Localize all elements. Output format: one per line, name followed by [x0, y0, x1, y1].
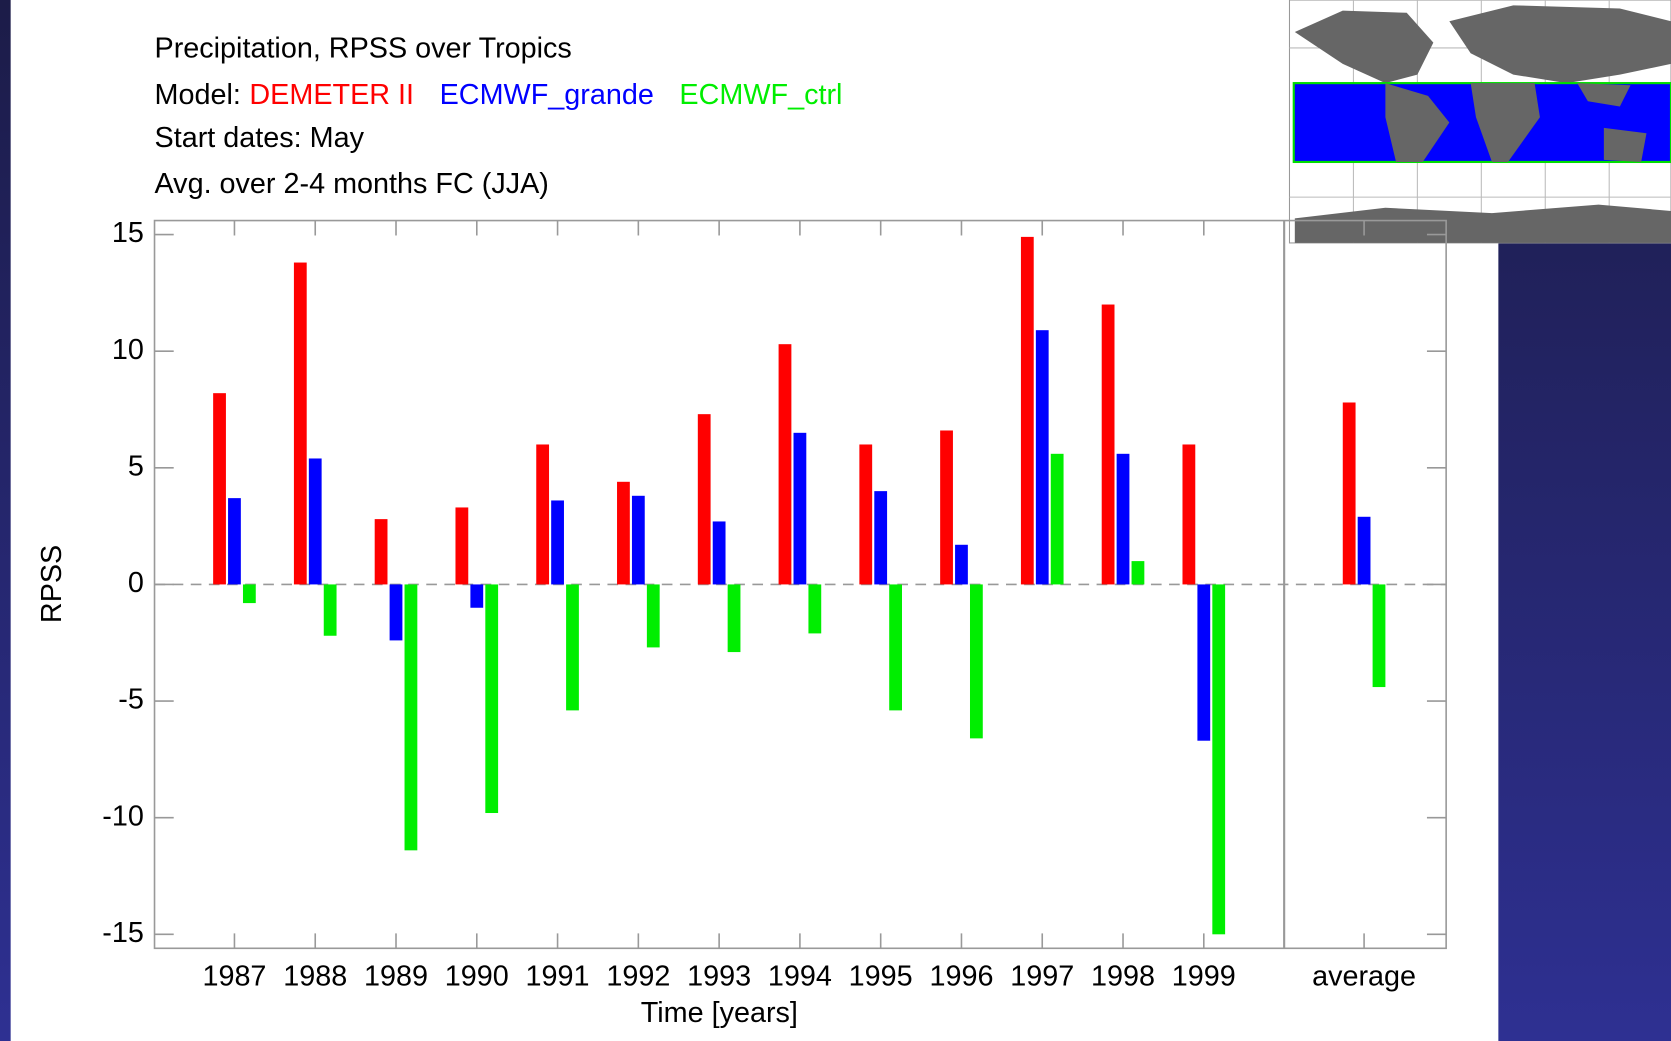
bar — [793, 432, 807, 585]
bar — [631, 495, 645, 585]
bar — [1035, 330, 1049, 585]
bar — [323, 584, 337, 636]
bar — [778, 344, 792, 585]
bar — [485, 584, 499, 814]
x-tick-label: 1989 — [364, 961, 428, 993]
x-tick-label: 1991 — [526, 961, 590, 993]
bar — [1050, 453, 1064, 585]
bar — [566, 584, 579, 711]
bar — [727, 584, 741, 653]
bar — [874, 491, 888, 585]
bar — [1197, 584, 1211, 741]
x-tick-label: 1990 — [445, 961, 509, 993]
x-tick-label: average — [1312, 961, 1416, 993]
legend-entry: ECMWF_grande — [440, 78, 654, 110]
bar — [470, 584, 484, 608]
legend-entry: ECMWF_ctrl — [679, 78, 842, 110]
map-land — [1294, 5, 1671, 243]
bar — [374, 519, 388, 585]
y-tick-label: 10 — [112, 334, 144, 366]
x-tick-label: 1995 — [849, 961, 913, 993]
bar — [404, 584, 418, 851]
bar — [455, 507, 469, 585]
x-tick-label: 1993 — [687, 961, 751, 993]
bar — [1342, 402, 1356, 585]
bar — [697, 414, 711, 585]
bar — [889, 584, 902, 711]
bar — [1131, 561, 1145, 585]
title-line: Precipitation, RPSS over Tropics — [155, 33, 572, 65]
x-tick-label: 1988 — [283, 961, 347, 993]
bar — [536, 444, 550, 585]
title-line: Start dates: May — [155, 122, 365, 154]
bar — [940, 430, 953, 585]
panel — [10, 0, 1499, 1041]
y-tick-label: -10 — [102, 800, 144, 832]
map-inset — [1288, 0, 1671, 244]
bar — [1101, 304, 1115, 585]
bar — [1212, 584, 1226, 935]
bar — [1357, 516, 1371, 585]
bar — [308, 458, 322, 585]
x-tick-label: 1994 — [768, 961, 832, 993]
bar — [617, 481, 630, 585]
bar — [1116, 453, 1130, 585]
legend-label: Model: — [155, 78, 241, 110]
bar — [955, 544, 968, 585]
legend-entry: DEMETER II — [249, 78, 414, 110]
bar — [242, 584, 256, 604]
y-axis-label: RPSS — [36, 545, 68, 623]
bar — [969, 584, 983, 739]
bar — [1020, 236, 1034, 585]
bar — [859, 444, 873, 585]
bar — [389, 584, 403, 641]
bar — [1372, 584, 1386, 688]
bar — [1182, 444, 1196, 585]
bar — [646, 584, 660, 648]
y-tick-label: 5 — [128, 450, 144, 482]
x-tick-label: 1996 — [929, 961, 993, 993]
title-line: Avg. over 2-4 months FC (JJA) — [155, 168, 549, 200]
bar — [293, 262, 307, 585]
x-tick-label: 1998 — [1091, 961, 1155, 993]
bar — [551, 500, 564, 585]
bar — [228, 498, 241, 585]
y-tick-label: -5 — [118, 684, 144, 716]
x-tick-label: 1992 — [606, 961, 670, 993]
bar — [712, 521, 726, 585]
legend: Model: DEMETER II ECMWF_grande ECMWF_ctrl — [155, 78, 843, 110]
bar — [213, 393, 226, 585]
y-tick-label: 15 — [112, 217, 144, 249]
x-tick-label: 1997 — [1010, 961, 1074, 993]
bar — [808, 584, 822, 634]
y-tick-label: 0 — [128, 567, 144, 599]
x-tick-label: 1999 — [1172, 961, 1236, 993]
y-tick-label: -15 — [102, 917, 144, 949]
map-land — [1385, 83, 1647, 162]
x-tick-label: 1987 — [202, 961, 266, 993]
x-axis-label: Time [years] — [641, 997, 798, 1029]
